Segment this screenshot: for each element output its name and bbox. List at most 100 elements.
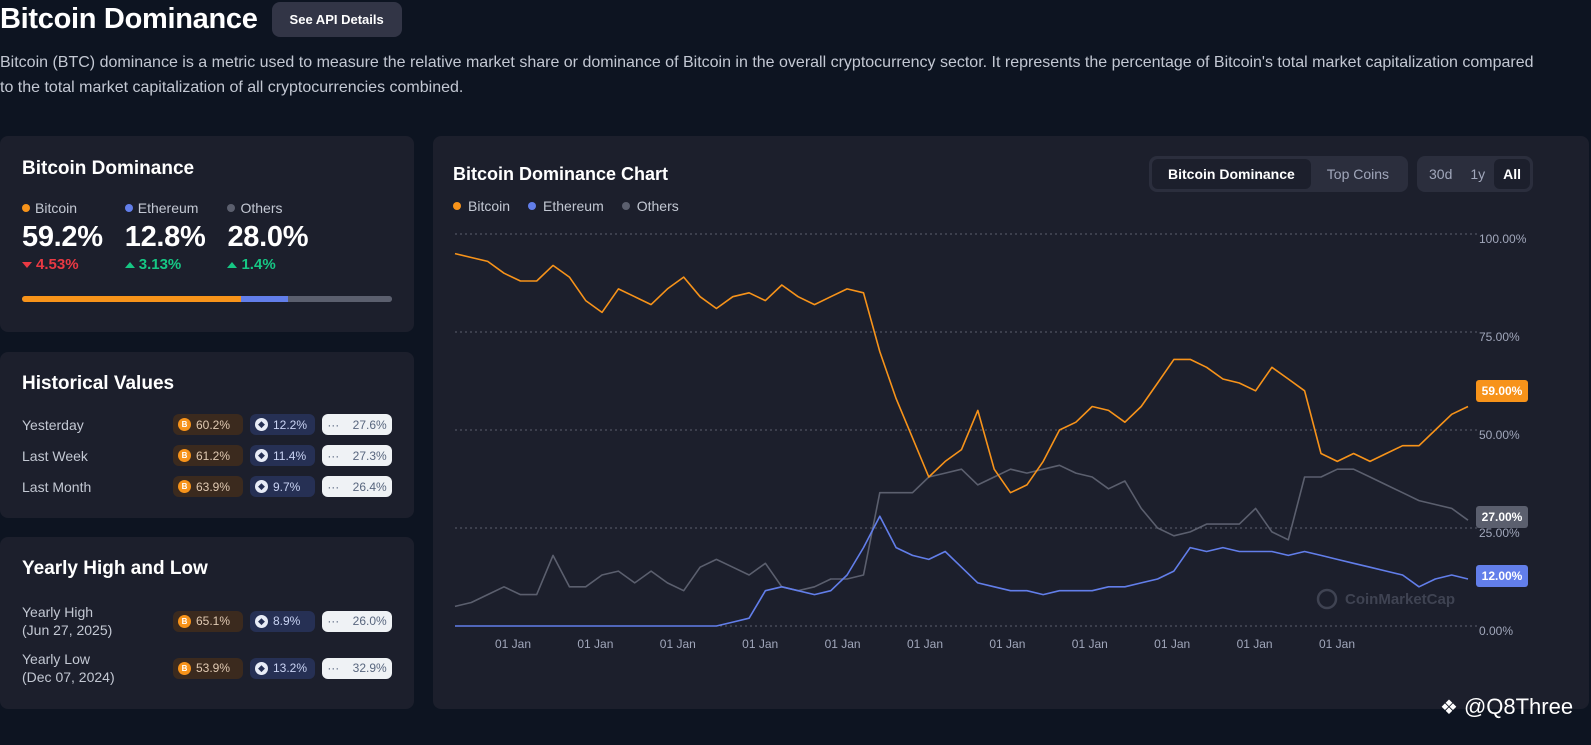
y-tick-label: 50.00%: [1479, 428, 1520, 442]
chart-title: Bitcoin Dominance Chart: [453, 164, 669, 184]
series-line-ethereum: [455, 515, 1469, 627]
btc-pill: B 53.9%: [173, 657, 243, 679]
ethereum-icon: ◆: [255, 449, 268, 462]
stat-name: Bitcoin: [35, 200, 78, 216]
btc-value: 65.1%: [196, 614, 231, 628]
others-pill: ··· 26.4%: [322, 476, 392, 497]
eth-pill: ◆ 9.7%: [250, 476, 315, 497]
btc-pill: B 61.2%: [173, 445, 243, 466]
row-label: Yesterday: [22, 416, 84, 433]
ethereum-icon: ◆: [255, 614, 268, 628]
dominance-chart-card: 100.00% 75.00% 50.00% 25.00% 0.00% 01 Jan 01 J…: [433, 136, 1589, 709]
btc-pill: B 63.9%: [173, 476, 243, 497]
last-value-badge: [1476, 565, 1528, 587]
dominance-card: Bitcoin Dominance Bitcoin 59.2% 4.53% Et…: [0, 136, 414, 332]
y-tick-label: 75.00%: [1479, 330, 1520, 344]
eth-pill: ◆ 13.2%: [250, 657, 315, 679]
last-value-label: 59.00%: [1482, 384, 1523, 398]
others-pill: ··· 27.3%: [322, 445, 392, 466]
page-title: Bitcoin Dominance: [0, 3, 258, 35]
ethereum-icon: ◆: [255, 661, 268, 675]
more-icon: ···: [327, 479, 340, 494]
x-tick-label: 01 Jan: [660, 637, 696, 651]
btc-pill: B 60.2%: [173, 414, 243, 435]
series-line-bitcoin: [454, 252, 1469, 494]
range-1y[interactable]: 1y: [1470, 166, 1486, 182]
ethereum-icon: ◆: [255, 480, 268, 493]
row-date: (Dec 07, 2024): [22, 669, 115, 685]
bitcoin-icon: B: [178, 449, 191, 462]
historical-values-title: Historical Values: [22, 373, 175, 394]
last-value-badge: [1476, 380, 1528, 402]
legend-others[interactable]: Others: [621, 198, 679, 214]
tab-top-coins[interactable]: Top Coins: [1326, 166, 1390, 182]
ethereum-dot-icon: [124, 204, 133, 212]
range-30d[interactable]: 30d: [1429, 166, 1453, 182]
others-value: 27.6%: [352, 417, 387, 432]
legend-label: Bitcoin: [468, 198, 511, 214]
others-pill: ··· 26.0%: [322, 610, 392, 632]
page-header: Bitcoin Dominance See API Details: [0, 2, 402, 37]
stat-name: Others: [240, 200, 283, 216]
dominance-chart[interactable]: 100.00% 75.00% 50.00% 25.00% 0.00% 01 Jan 01 J…: [433, 136, 1589, 709]
more-icon: ···: [327, 661, 340, 675]
tab-bitcoin-dominance[interactable]: Bitcoin Dominance: [1152, 159, 1311, 189]
eth-pill: ◆ 11.4%: [250, 445, 315, 466]
yearly-high-low-title: Yearly High and Low: [22, 558, 208, 579]
historical-row-last-month: Last Month B 63.9% ◆ 9.7% ··· 26.4%: [22, 476, 392, 497]
yearly-high-low-card: Yearly High and Low Yearly High (Jun 27,…: [0, 537, 414, 709]
time-range-tabs: 30d 1y All: [1417, 156, 1534, 192]
dominance-card-title: Bitcoin Dominance: [22, 158, 195, 179]
range-all[interactable]: All: [1494, 159, 1531, 189]
eth-value: 12.2%: [272, 417, 307, 432]
eth-value: 9.7%: [273, 479, 301, 494]
dominance-share-bar: [22, 296, 392, 302]
stat-ethereum: Ethereum 12.8% 3.13%: [124, 200, 206, 273]
page-description: Bitcoin (BTC) dominance is a metric used…: [0, 54, 1534, 96]
others-value: 27.3%: [352, 448, 387, 463]
last-value-label: 12.00%: [1482, 569, 1523, 583]
legend-ethereum[interactable]: Ethereum: [528, 198, 604, 214]
row-date: (Jun 27, 2025): [22, 622, 113, 638]
row-label: Last Week: [22, 447, 88, 464]
others-value: 32.9%: [352, 661, 387, 675]
stat-change: 1.4%: [241, 256, 276, 273]
legend-label: Others: [636, 198, 679, 214]
eth-pill: ◆ 8.9%: [250, 610, 315, 632]
share-bar-others: [288, 296, 392, 302]
y-tick-label: 0.00%: [1479, 624, 1513, 638]
caret-up-icon: [124, 261, 135, 268]
x-tick-label: 01 Jan: [577, 637, 613, 651]
others-dot-icon: [621, 202, 630, 210]
share-bar-bitcoin: [22, 296, 242, 302]
historical-row-last-week: Last Week B 61.2% ◆ 11.4% ··· 27.3%: [22, 445, 392, 466]
legend-bitcoin[interactable]: Bitcoin: [453, 198, 510, 214]
bitcoin-dot-icon: [453, 202, 461, 210]
row-label: Yearly High: [22, 604, 94, 620]
stat-bitcoin: Bitcoin 59.2% 4.53%: [22, 200, 103, 273]
series-line-others: [454, 464, 1469, 608]
stat-value: 12.8%: [124, 221, 206, 253]
bitcoin-dot-icon: [22, 204, 30, 212]
yearly-row-low: Yearly Low (Dec 07, 2024) B 53.9% ◆ 13.2% …: [22, 650, 392, 686]
others-pill: ··· 32.9%: [322, 657, 392, 679]
x-tick-label: 01 Jan: [495, 637, 531, 651]
btc-pill: B 65.1%: [173, 610, 243, 632]
row-label: Yearly Low: [22, 651, 90, 667]
btc-value: 60.2%: [196, 417, 231, 432]
coinmarketcap-watermark: CoinMarketCap: [1345, 591, 1455, 608]
last-value-badge: [1476, 506, 1528, 528]
x-tick-label: 01 Jan: [1072, 637, 1108, 651]
diamond-logo-icon: ❖: [1440, 696, 1458, 719]
last-value-label: 27.00%: [1482, 510, 1523, 524]
x-tick-label: 01 Jan: [1319, 637, 1355, 651]
chart-view-tabs: Bitcoin Dominance Top Coins: [1149, 156, 1409, 192]
stat-change: 3.13%: [138, 256, 182, 273]
ethereum-dot-icon: [528, 202, 537, 210]
ethereum-icon: ◆: [255, 418, 268, 431]
chart-legend: Bitcoin Ethereum Others: [453, 198, 679, 214]
y-tick-label: 100.00%: [1479, 232, 1527, 246]
others-dot-icon: [227, 204, 236, 212]
see-api-details-button[interactable]: See API Details: [271, 2, 402, 37]
bitcoin-icon: B: [178, 661, 191, 675]
